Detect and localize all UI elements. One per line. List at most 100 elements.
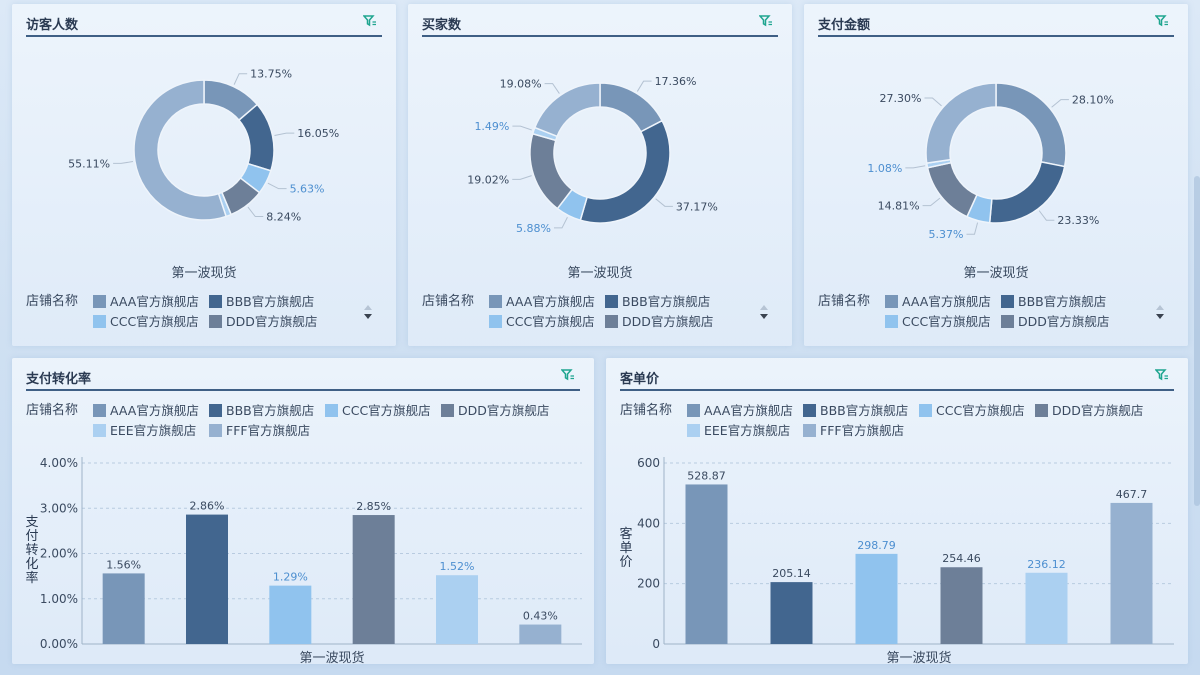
filter-icon[interactable] xyxy=(1155,368,1169,382)
label-leader xyxy=(247,206,264,218)
y-axis-label: 客 xyxy=(619,526,632,542)
y-axis-label: 单 xyxy=(619,541,632,556)
scroll-down-arrow xyxy=(760,314,768,319)
bar xyxy=(770,582,813,644)
donut-slice xyxy=(925,82,997,164)
bar xyxy=(186,514,228,644)
title-underline xyxy=(422,35,778,37)
data-label: 254.46 xyxy=(942,552,981,565)
bar xyxy=(436,575,478,644)
y-tick-label: 0.00% xyxy=(40,637,78,651)
bar-chart-conversion: 店铺名称 AAA官方旗舰店 BBB官方旗舰店 CCC官方旗舰店 DDD官方旗舰店 EEE官… xyxy=(25,402,582,664)
legend-swatch xyxy=(885,315,898,328)
y-tick-label: 2.00% xyxy=(40,547,78,561)
label-leader xyxy=(113,161,134,164)
panel-title: 支付转化率 xyxy=(26,372,92,387)
legend-swatch xyxy=(93,315,106,328)
legend-swatch xyxy=(489,315,502,328)
legend-swatch xyxy=(93,404,106,417)
category-label: 第一波现货 xyxy=(886,650,951,664)
y-tick-label: 600 xyxy=(637,456,660,470)
data-label: 1.29% xyxy=(273,571,308,584)
donut-slice xyxy=(533,82,601,138)
title-underline xyxy=(26,35,382,37)
legend-title: 店铺名称 xyxy=(422,293,474,309)
label-leader xyxy=(554,216,568,229)
legend-label: EEE官方旗舰店 xyxy=(704,423,790,438)
data-label: 2.86% xyxy=(190,500,225,513)
label-leader xyxy=(267,182,287,190)
bar xyxy=(352,515,395,644)
y-axis-label: 转 xyxy=(25,543,38,558)
category-label: 第一波现货 xyxy=(963,265,1028,281)
legend-swatch xyxy=(605,295,618,308)
legend-swatch xyxy=(885,295,898,308)
panel-payment: 支付金额 28.10% 23.33% 5.37% 14.81% 1.08% 27.30% 第… xyxy=(804,4,1188,346)
scroll-up-arrow xyxy=(760,305,768,310)
label-leader xyxy=(636,80,652,92)
legend-swatch xyxy=(209,295,222,308)
legend-swatch xyxy=(489,295,502,308)
data-label: 1.49% xyxy=(474,120,509,133)
y-tick-label: 3.00% xyxy=(40,501,78,515)
data-label: 0.43% xyxy=(523,610,558,623)
label-leader xyxy=(655,198,673,207)
filter-icon[interactable] xyxy=(1155,14,1169,28)
panel-title: 访客人数 xyxy=(26,18,79,33)
donut-chart-payment: 28.10% 23.33% 5.37% 14.81% 1.08% 27.30% 第一波现货店… xyxy=(818,82,1164,329)
y-tick-label: 400 xyxy=(637,516,660,530)
panel-title: 客单价 xyxy=(620,372,660,387)
legend-title: 店铺名称 xyxy=(818,293,870,309)
title-underline xyxy=(26,389,580,391)
data-label: 5.63% xyxy=(290,183,325,196)
page-scrollbar[interactable] xyxy=(1194,176,1200,506)
legend-label: AAA官方旗舰店 xyxy=(506,294,595,309)
data-label: 27.30% xyxy=(880,92,922,105)
legend-label: AAA官方旗舰店 xyxy=(110,294,199,309)
filter-icon[interactable] xyxy=(363,14,377,28)
donut-slice xyxy=(579,119,671,224)
scroll-down-arrow xyxy=(364,314,372,319)
legend-swatch xyxy=(803,404,816,417)
data-label: 1.08% xyxy=(867,162,902,175)
legend-title: 店铺名称 xyxy=(26,402,78,418)
title-underline xyxy=(620,389,1174,391)
data-label: 23.33% xyxy=(1057,214,1099,227)
legend-label: CCC官方旗舰店 xyxy=(506,314,595,329)
donut-slice xyxy=(529,132,574,210)
legend-label: CCC官方旗舰店 xyxy=(342,403,431,418)
legend-swatch xyxy=(1001,315,1014,328)
data-label: 2.85% xyxy=(356,500,391,513)
bar xyxy=(102,573,145,644)
legend-label: BBB官方旗舰店 xyxy=(226,294,314,309)
panel-unit-price: 客单价 店铺名称 AAA官方旗舰店 BBB官方旗舰店 CCC官方旗舰店 DDD官方旗舰店… xyxy=(606,358,1188,664)
y-axis-label: 化 xyxy=(25,557,38,572)
data-label: 298.79 xyxy=(857,539,896,552)
legend-label: DDD官方旗舰店 xyxy=(1018,314,1109,329)
label-leader xyxy=(905,165,926,169)
donut-slice xyxy=(995,82,1067,168)
legend-label: DDD官方旗舰店 xyxy=(622,314,713,329)
legend-title: 店铺名称 xyxy=(26,293,78,309)
title-underline xyxy=(818,35,1174,37)
donut-slice xyxy=(133,79,228,221)
label-leader xyxy=(922,197,941,207)
y-tick-label: 0 xyxy=(652,637,660,651)
legend-label: DDD官方旗舰店 xyxy=(458,403,549,418)
filter-icon[interactable] xyxy=(561,368,575,382)
legend-label: FFF官方旗舰店 xyxy=(820,423,904,438)
legend-label: AAA官方旗舰店 xyxy=(704,403,793,418)
data-label: 1.52% xyxy=(440,560,475,573)
data-label: 205.14 xyxy=(772,567,811,580)
legend-swatch xyxy=(209,424,222,437)
filter-icon[interactable] xyxy=(759,14,773,28)
category-label: 第一波现货 xyxy=(171,265,236,281)
scroll-down-arrow xyxy=(1156,314,1164,319)
panel-visitors: 访客人数 13.75% 16.05% 5.63% 8.24% 55.11% 第一波现货 店铺… xyxy=(12,4,396,346)
bar xyxy=(519,624,562,644)
category-label: 第一波现货 xyxy=(567,265,632,281)
data-label: 236.12 xyxy=(1027,558,1066,571)
legend-label: AAA官方旗舰店 xyxy=(110,403,199,418)
legend-swatch xyxy=(441,404,454,417)
